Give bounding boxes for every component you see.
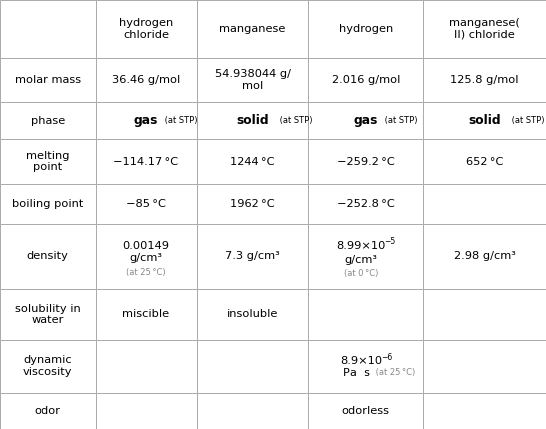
- Text: gas: gas: [354, 114, 378, 127]
- Text: 7.3 g/cm³: 7.3 g/cm³: [225, 251, 280, 261]
- Text: 0.00149: 0.00149: [122, 241, 170, 251]
- Text: 125.8 g/mol: 125.8 g/mol: [450, 75, 519, 85]
- Text: −259.2 °C: −259.2 °C: [337, 157, 395, 166]
- Bar: [197, 393, 308, 429]
- Bar: [0, 340, 96, 393]
- Bar: [96, 103, 197, 139]
- Bar: [0, 0, 96, 58]
- Text: (at STP): (at STP): [162, 116, 198, 125]
- Text: (at STP): (at STP): [382, 116, 417, 125]
- Bar: [423, 224, 546, 289]
- Bar: [0, 103, 96, 139]
- Text: −6: −6: [381, 353, 392, 363]
- Bar: [308, 340, 423, 393]
- Text: solid: solid: [468, 114, 501, 127]
- Text: melting
point: melting point: [26, 151, 69, 172]
- Text: manganese: manganese: [219, 24, 286, 34]
- Bar: [197, 58, 308, 103]
- Bar: [197, 224, 308, 289]
- Bar: [423, 103, 546, 139]
- Text: 1962 °C: 1962 °C: [230, 199, 275, 209]
- Bar: [423, 184, 546, 224]
- Text: odor: odor: [35, 406, 61, 416]
- Bar: [96, 0, 197, 58]
- Bar: [0, 289, 96, 340]
- Bar: [423, 393, 546, 429]
- Bar: [423, 340, 546, 393]
- Bar: [0, 58, 96, 103]
- Text: hydrogen: hydrogen: [339, 24, 393, 34]
- Text: gas: gas: [134, 114, 158, 127]
- Bar: [0, 393, 96, 429]
- Bar: [96, 58, 197, 103]
- Text: 2.016 g/mol: 2.016 g/mol: [331, 75, 400, 85]
- Text: 8.99×10: 8.99×10: [336, 241, 386, 251]
- Bar: [423, 0, 546, 58]
- Bar: [96, 184, 197, 224]
- Text: 54.938044 g/
mol: 54.938044 g/ mol: [215, 69, 290, 91]
- Bar: [423, 289, 546, 340]
- Bar: [308, 0, 423, 58]
- Text: −85 °C: −85 °C: [126, 199, 166, 209]
- Text: −252.8 °C: −252.8 °C: [337, 199, 395, 209]
- Bar: [197, 340, 308, 393]
- Bar: [197, 139, 308, 184]
- Bar: [308, 103, 423, 139]
- Text: odorless: odorless: [342, 406, 390, 416]
- Text: (at 25 °C): (at 25 °C): [373, 369, 415, 378]
- Bar: [197, 0, 308, 58]
- Bar: [308, 224, 423, 289]
- Text: insoluble: insoluble: [227, 309, 278, 320]
- Text: dynamic
viscosity: dynamic viscosity: [23, 355, 73, 377]
- Text: 36.46 g/mol: 36.46 g/mol: [112, 75, 180, 85]
- Bar: [0, 224, 96, 289]
- Bar: [308, 393, 423, 429]
- Text: 2.98 g/cm³: 2.98 g/cm³: [454, 251, 515, 261]
- Text: (at 0 °C): (at 0 °C): [344, 269, 378, 278]
- Bar: [96, 139, 197, 184]
- Bar: [308, 58, 423, 103]
- Text: molar mass: molar mass: [15, 75, 81, 85]
- Bar: [197, 289, 308, 340]
- Text: phase: phase: [31, 116, 65, 126]
- Text: (at 25 °C): (at 25 °C): [126, 268, 166, 277]
- Bar: [197, 103, 308, 139]
- Text: −5: −5: [384, 237, 396, 246]
- Bar: [96, 289, 197, 340]
- Bar: [423, 58, 546, 103]
- Bar: [423, 139, 546, 184]
- Text: manganese(
II) chloride: manganese( II) chloride: [449, 18, 520, 40]
- Text: 8.9×10: 8.9×10: [340, 356, 382, 366]
- Bar: [96, 340, 197, 393]
- Text: −114.17 °C: −114.17 °C: [114, 157, 179, 166]
- Text: (at STP): (at STP): [509, 116, 545, 125]
- Text: hydrogen
chloride: hydrogen chloride: [119, 18, 173, 40]
- Bar: [96, 393, 197, 429]
- Text: solubility in
water: solubility in water: [15, 304, 81, 325]
- Text: solid: solid: [236, 114, 269, 127]
- Bar: [197, 184, 308, 224]
- Text: Pa s: Pa s: [343, 368, 370, 378]
- Bar: [308, 139, 423, 184]
- Text: (at STP): (at STP): [277, 116, 313, 125]
- Text: g/cm³: g/cm³: [129, 253, 163, 263]
- Text: miscible: miscible: [122, 309, 170, 320]
- Text: g/cm³: g/cm³: [345, 255, 378, 265]
- Bar: [0, 139, 96, 184]
- Bar: [0, 184, 96, 224]
- Text: density: density: [27, 251, 69, 261]
- Bar: [308, 184, 423, 224]
- Bar: [96, 224, 197, 289]
- Bar: [308, 289, 423, 340]
- Text: 1244 °C: 1244 °C: [230, 157, 275, 166]
- Text: boiling point: boiling point: [12, 199, 84, 209]
- Text: 652 °C: 652 °C: [466, 157, 503, 166]
